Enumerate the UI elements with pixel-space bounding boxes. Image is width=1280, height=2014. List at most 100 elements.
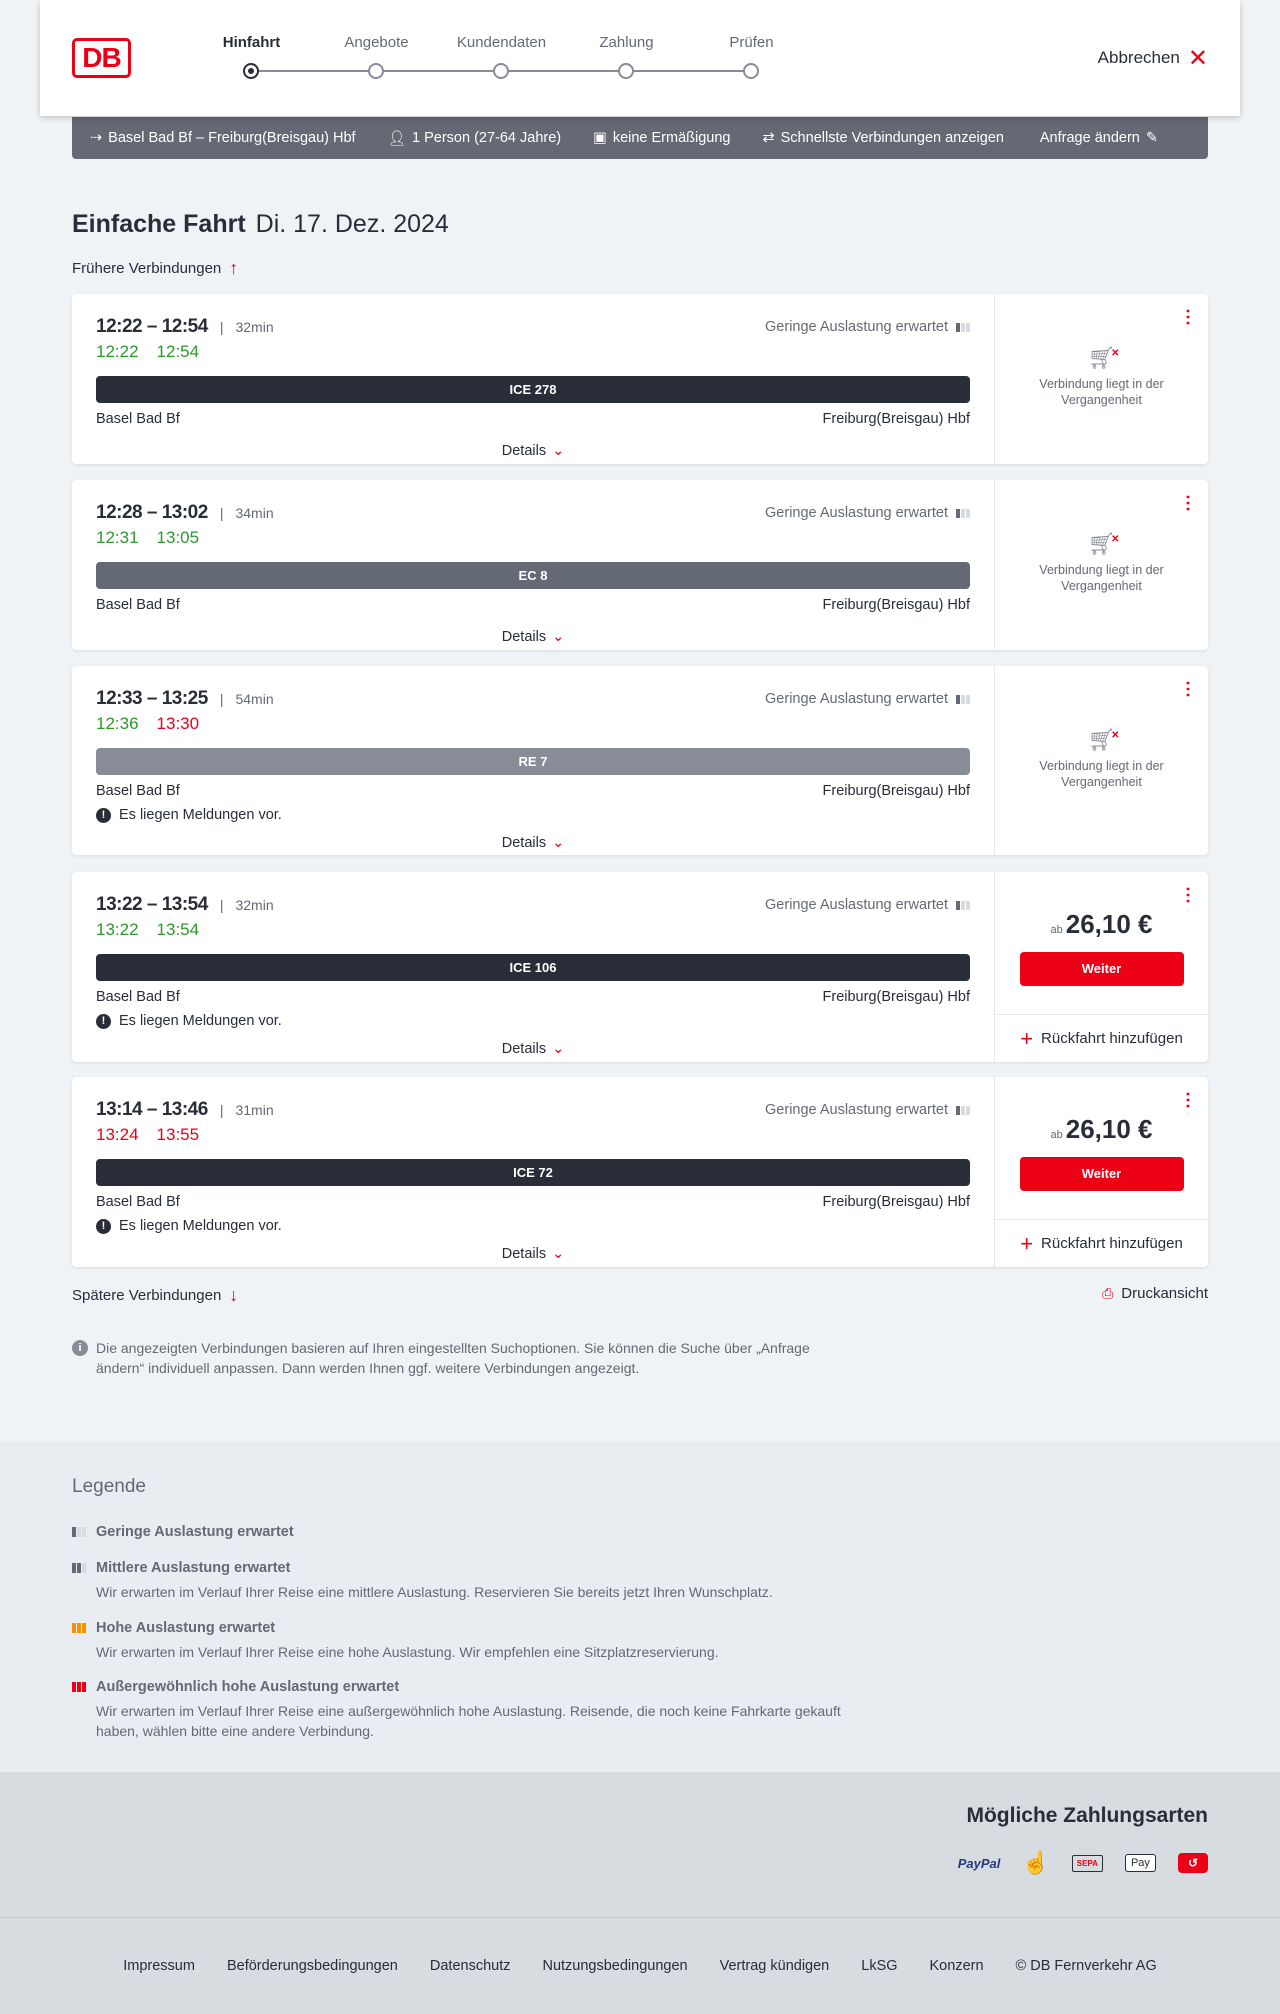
details-toggle[interactable]: Details ⌄ [96, 1041, 970, 1057]
train-bar[interactable]: ICE 106 [96, 954, 970, 981]
info-note: i Die angezeigten Verbindungen basieren a… [72, 1338, 852, 1378]
footer-link[interactable]: Nutzungsbedingungen [542, 1958, 688, 1974]
past-notice: 🛒︎ ✕ Verbindung liegt in der Vergangenheit [995, 666, 1208, 855]
realtime-arrival: 13:30 [156, 714, 200, 733]
connection-card[interactable]: 12:22 – 12:54 | 32min Geringe Auslastung er… [72, 294, 1208, 464]
details-label: Details [501, 443, 547, 459]
occupancy-label: Geringe Auslastung erwartet [765, 319, 948, 335]
plus-icon: + [1020, 1230, 1034, 1256]
step-1[interactable]: Angebote [344, 34, 409, 51]
details-label: Details [501, 1246, 547, 1262]
more-options-icon[interactable]: ⋯ [1178, 680, 1198, 698]
train-bar[interactable]: EC 8 [96, 562, 970, 589]
details-toggle[interactable]: Details ⌄ [96, 1246, 970, 1262]
price: ab 26,10 € [1051, 909, 1153, 940]
arrival-station: Freiburg(Breisgau) Hbf [822, 989, 970, 1005]
past-notice: 🛒︎ ✕ Verbindung liegt in der Vergangenheit [995, 294, 1208, 464]
more-options-icon[interactable]: ⋯ [1178, 1091, 1198, 1109]
step-indicator [368, 63, 384, 79]
step-2[interactable]: Kundendaten [456, 34, 547, 51]
print-view-link[interactable]: ⎙ Druckansicht [1102, 1285, 1208, 1302]
legend-title-text: Geringe Auslastung erwartet [96, 1524, 294, 1540]
message-notice: ! Es liegen Meldungen vor. [96, 807, 970, 823]
realtime-departure: 13:24 [96, 1125, 139, 1144]
past-notice: 🛒︎ ✕ Verbindung liegt in der Vergangenheit [995, 480, 1208, 650]
continue-button[interactable]: Weiter [1019, 1156, 1184, 1191]
offer-panel: ⋯ 🛒︎ ✕ Verbindung liegt in der Vergangenhei… [994, 294, 1208, 464]
legend-item-text: Wir erwarten im Verlauf Ihrer Reise eine… [96, 1703, 841, 1739]
filter-icon: ⇄ [762, 130, 775, 146]
summary-option: ⇄ Schnellste Verbindungen anzeigen [762, 130, 1003, 146]
chevron-down-icon: ⌄ [552, 443, 565, 459]
earlier-connections-link[interactable]: Frühere Verbindungen ↑ [72, 258, 238, 279]
footer-link[interactable]: LkSG [861, 1958, 898, 1974]
connection-card[interactable]: 12:33 – 13:25 | 54min Geringe Auslastung er… [72, 666, 1208, 855]
connection-card[interactable]: 12:28 – 13:02 | 34min Geringe Auslastung er… [72, 480, 1208, 650]
connection-card[interactable]: 13:14 – 13:46 | 31min Geringe Auslastung er… [72, 1077, 1208, 1267]
footer-link[interactable]: Konzern [929, 1958, 984, 1974]
footer-link[interactable]: Vertrag kündigen [719, 1958, 830, 1974]
arrival-station: Freiburg(Breisgau) Hbf [822, 783, 970, 799]
db-logo[interactable]: DB [72, 38, 131, 78]
more-options-icon[interactable]: ⋯ [1178, 494, 1198, 512]
step-3[interactable]: Zahlung [599, 34, 654, 51]
footer-link[interactable]: Datenschutz [429, 1958, 511, 1974]
edit-search-button[interactable]: Anfrage ändern ✎ [1040, 130, 1158, 146]
step-0[interactable]: Hinfahrt [222, 34, 281, 51]
train-bar[interactable]: ICE 72 [96, 1159, 970, 1186]
step-4[interactable]: Prüfen [729, 34, 774, 51]
footer-link[interactable]: Impressum [123, 1958, 195, 1974]
option-text: Schnellste Verbindungen anzeigen [780, 130, 1004, 146]
route-text: Basel Bad Bf – Freiburg(Breisgau) Hbf [108, 130, 356, 146]
departure-station: Basel Bad Bf [96, 411, 180, 427]
stations: Basel Bad Bf Freiburg(Breisgau) Hbf [96, 1194, 970, 1210]
planned-times: 12:22 – 12:54 [96, 316, 208, 337]
details-toggle[interactable]: Details ⌄ [96, 443, 970, 459]
credit-card-icon: ☝ [1022, 1850, 1050, 1875]
footer-link[interactable]: Beförderungsbedingungen [226, 1958, 398, 1974]
departure-station: Basel Bad Bf [96, 1194, 180, 1210]
search-summary: ⇢ Basel Bad Bf – Freiburg(Breisgau) Hbf 👤… [72, 117, 1208, 159]
details-label: Details [501, 629, 547, 645]
realtime-departure: 12:36 [96, 714, 139, 733]
cancel-button[interactable]: Abbrechen ✕ [1097, 46, 1208, 70]
separator: | [219, 1102, 224, 1118]
occupancy-level-3-icon [72, 1623, 86, 1633]
stations: Basel Bad Bf Freiburg(Breisgau) Hbf [96, 411, 970, 427]
details-toggle[interactable]: Details ⌄ [96, 629, 970, 645]
price-prefix: ab [1050, 923, 1063, 936]
summary-discount: ▣ keine Ermäßigung [593, 130, 730, 146]
sepa-icon: SEPA [1071, 1854, 1103, 1872]
occupancy-label: Geringe Auslastung erwartet [765, 1102, 948, 1118]
duration: 31min [235, 1102, 274, 1118]
later-label: Spätere Verbindungen [72, 1287, 222, 1304]
time-row: 12:28 – 13:02 | 34min Geringe Auslastung er… [96, 502, 970, 524]
legend-item-text: Wir erwarten im Verlauf Ihrer Reise eine… [96, 1644, 719, 1660]
add-return-button[interactable]: + Rückfahrt hinzufügen [995, 1219, 1208, 1267]
realtime-row: 12:36 13:30 [96, 714, 970, 736]
more-options-icon[interactable]: ⋯ [1178, 886, 1198, 904]
train-bar[interactable]: ICE 278 [96, 376, 970, 403]
price-value: 26,10 € [1065, 1113, 1153, 1144]
departure-station: Basel Bad Bf [96, 597, 180, 613]
duration: 34min [235, 505, 274, 521]
train-bar[interactable]: RE 7 [96, 748, 970, 775]
more-options-icon[interactable]: ⋯ [1178, 308, 1198, 326]
add-return-button[interactable]: + Rückfahrt hinzufügen [995, 1014, 1208, 1062]
cancel-label: Abbrechen [1097, 48, 1180, 67]
realtime-departure: 13:22 [96, 920, 139, 939]
duration: 54min [235, 691, 274, 707]
connection-card[interactable]: 13:22 – 13:54 | 32min Geringe Auslastung er… [72, 872, 1208, 1062]
later-connections-link[interactable]: Spätere Verbindungen ↓ [72, 1285, 238, 1306]
separator: | [219, 897, 224, 913]
details-toggle[interactable]: Details ⌄ [96, 835, 970, 851]
connection-main: 12:33 – 13:25 | 54min Geringe Auslastung er… [72, 666, 994, 855]
step-indicator [243, 63, 259, 79]
continue-button[interactable]: Weiter [1019, 951, 1184, 986]
occupancy-level-4-icon [72, 1682, 86, 1692]
arrival-station: Freiburg(Breisgau) Hbf [822, 597, 970, 613]
price: ab 26,10 € [1051, 1114, 1153, 1145]
travellers-text: 1 Person (27-64 Jahre) [412, 130, 562, 146]
time-row: 13:22 – 13:54 | 32min Geringe Auslastung er… [96, 894, 970, 916]
details-label: Details [501, 835, 547, 851]
